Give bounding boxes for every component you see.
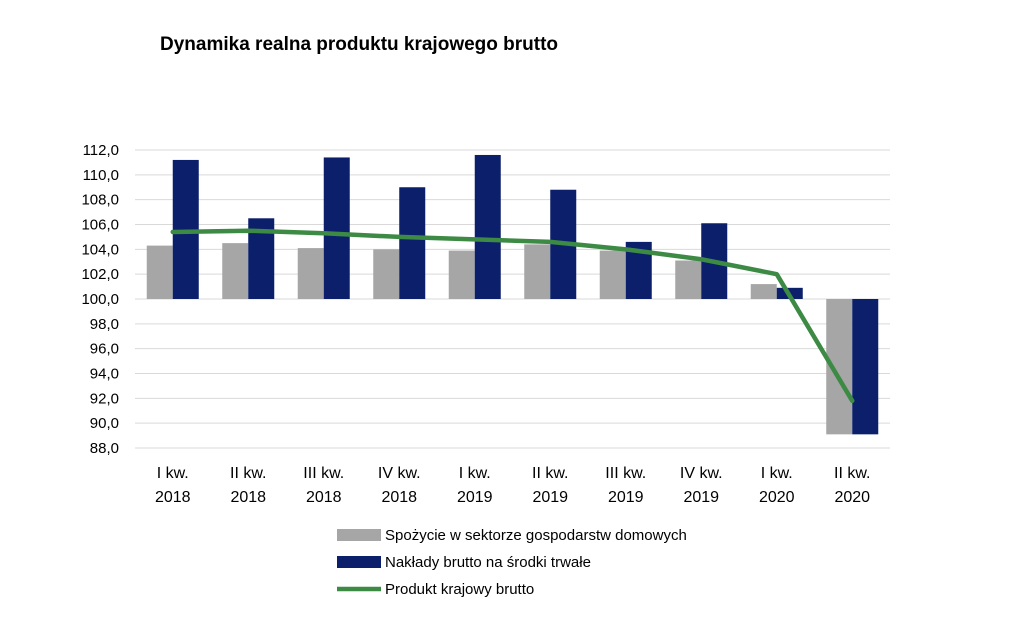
y-tick-label: 112,0 [83,142,119,159]
y-tick-label: 108,0 [81,192,119,209]
bar-consumption [448,250,475,299]
bar-consumption [599,250,626,299]
bar-consumption [675,260,702,299]
x-category-label: I kw. [459,465,491,482]
y-tick-label: 88,0 [90,440,119,457]
legend-swatch [337,529,381,541]
x-category-label: II kw. [230,465,266,482]
gdp-line [170,228,855,404]
bar-investment [474,154,501,299]
x-category-label: III kw. [303,465,344,482]
legend-swatch [337,556,381,568]
y-axis-ticks: 88,0 90,0 92,0 94,0 96,0 98,0 100,0 102,0 104,0 1… [81,142,119,457]
x-category-label: I kw. [761,465,793,482]
y-tick-label: 96,0 [90,341,119,358]
bars [146,154,879,435]
x-category-label: II kw. [834,465,870,482]
x-category-label: IV kw. [378,465,421,482]
y-tick-label: 110,0 [83,167,119,184]
x-category-label: II kw. [532,465,568,482]
x-category-label: IV kw. [680,465,723,482]
bar-investment [852,299,879,435]
legend-label: Spożycie w sektorze gospodarstw domowych [385,527,687,544]
y-tick-label: 104,0 [81,241,119,258]
bar-consumption [297,248,324,299]
y-tick-label: 106,0 [81,217,119,234]
bar-consumption [146,245,173,299]
x-axis-labels: I kw. 2018 II kw. 2018 III kw. 2018 IV kw. 2018… [155,465,871,506]
x-category-label: 2019 [532,489,568,506]
legend-label: Nakłady brutto na środki trwałe [385,554,591,571]
y-tick-label: 98,0 [90,316,119,333]
x-category-label: 2018 [306,489,342,506]
x-category-label: III kw. [605,465,646,482]
bar-consumption [373,249,400,299]
bar-investment [323,157,350,299]
x-category-label: 2020 [759,489,795,506]
x-category-label: 2019 [608,489,644,506]
x-category-label: 2019 [683,489,719,506]
legend-label: Produkt krajowy brutto [385,581,534,598]
y-tick-label: 102,0 [81,266,119,283]
chart-title: Dynamika realna produktu krajowego brutt… [160,34,559,55]
bar-investment [399,187,426,299]
gridlines [135,149,890,449]
gdp-line-path [170,228,855,404]
x-category-label: 2019 [457,489,493,506]
x-category-label: 2018 [381,489,417,506]
bar-consumption [222,243,249,299]
x-category-label: 2020 [834,489,870,506]
x-category-label: I kw. [157,465,189,482]
x-category-label: 2018 [155,489,191,506]
legend: Spożycie w sektorze gospodarstw domowych… [337,527,687,598]
bar-consumption [750,284,777,299]
y-tick-label: 92,0 [90,390,119,407]
x-category-label: 2018 [230,489,266,506]
y-tick-label: 90,0 [90,415,119,432]
y-tick-label: 100,0 [81,291,119,308]
bar-consumption [524,244,551,299]
y-tick-label: 94,0 [90,366,119,383]
